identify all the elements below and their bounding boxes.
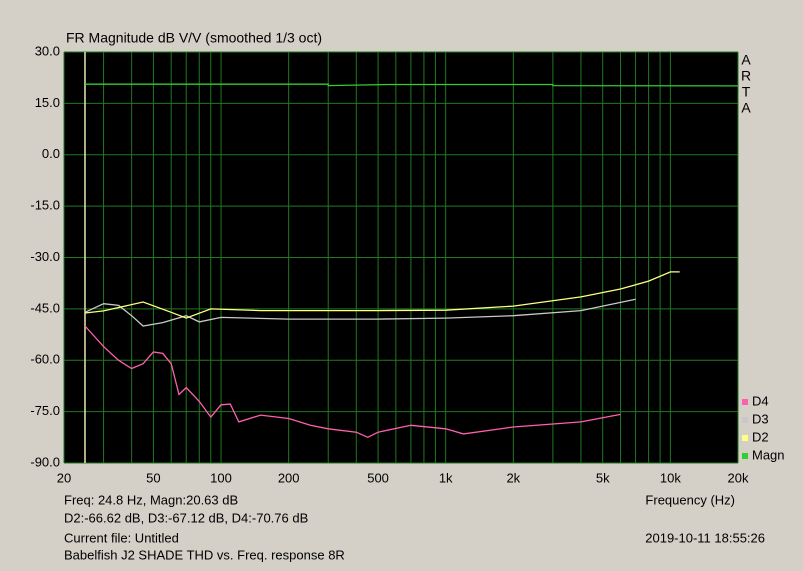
x-tick-label: 5k [596, 470, 610, 485]
timestamp: 2019-10-11 18:55:26 [645, 530, 765, 545]
legend-label: D2 [752, 429, 769, 444]
x-tick-label: 1k [439, 470, 453, 485]
x-tick-label: 10k [660, 470, 681, 485]
side-label: A [741, 100, 751, 116]
info-line: D2:-66.62 dB, D3:-67.12 dB, D4:-70.76 dB [64, 510, 308, 525]
y-tick-label: -30.0 [30, 249, 60, 264]
info-line: Babelfish J2 SHADE THD vs. Freq. respons… [64, 547, 345, 562]
y-tick-label: -45.0 [30, 300, 60, 315]
legend-swatch [742, 399, 748, 405]
info-line: Current file: Untitled [64, 530, 179, 545]
side-label: T [742, 84, 751, 100]
side-label: A [741, 52, 751, 68]
y-tick-label: 0.0 [42, 146, 60, 161]
legend-swatch [742, 435, 748, 441]
x-tick-label: 200 [278, 470, 300, 485]
legend-swatch [742, 417, 748, 423]
x-axis-label: Frequency (Hz) [645, 492, 735, 507]
legend-label: D4 [752, 393, 769, 408]
x-tick-label: 2k [506, 470, 520, 485]
x-tick-label: 50 [146, 470, 160, 485]
series-line [84, 325, 621, 439]
y-tick-label: 15.0 [35, 95, 60, 110]
legend-label: D3 [752, 411, 769, 426]
legend-label: Magn [752, 447, 785, 462]
legend-swatch [742, 453, 748, 459]
x-tick-label: 500 [367, 470, 389, 485]
y-tick-label: -15.0 [30, 198, 60, 213]
x-tick-label: 100 [210, 470, 232, 485]
series-line [84, 271, 680, 319]
series-line [84, 298, 636, 327]
y-tick-label: -60.0 [30, 352, 60, 367]
series-line [85, 83, 739, 87]
x-tick-label: 20k [728, 470, 749, 485]
x-tick-label: 20 [57, 470, 71, 485]
y-tick-label: -90.0 [30, 454, 60, 469]
side-label: R [741, 68, 751, 84]
info-line: Freq: 24.8 Hz, Magn:20.63 dB [64, 492, 238, 507]
y-tick-label: 30.0 [35, 43, 60, 58]
chart-title: FR Magnitude dB V/V (smoothed 1/3 oct) [66, 30, 322, 46]
y-tick-label: -75.0 [30, 403, 60, 418]
